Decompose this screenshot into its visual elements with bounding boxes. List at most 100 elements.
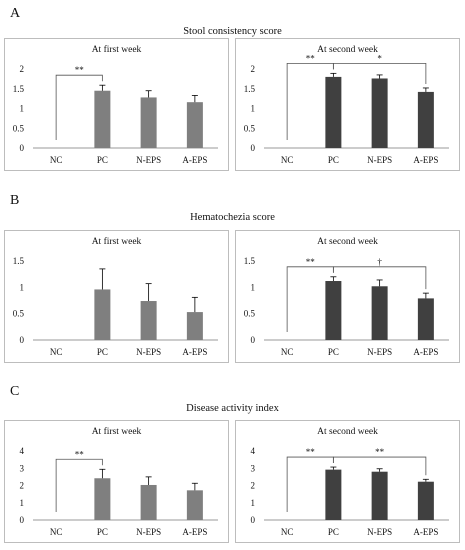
x-tick-label: N-EPS [367, 527, 392, 537]
significance-label: ** [306, 447, 316, 457]
chart-svg: At first week 0 0.5 1 1.5 NC PC N-EPS A-EPS [13, 236, 218, 357]
chart-svg: At first week 0 1 2 3 4 NC PC N-EPS A-EPS ** [20, 426, 218, 537]
chart-svg: At second week 0 0.5 1 1.5 NC PC N-EPS A-EPS ** † [244, 237, 449, 357]
bar [186, 490, 203, 520]
x-tick-label: PC [97, 155, 108, 165]
x-tick-label: NC [281, 155, 294, 165]
y-tick-label: 2 [20, 64, 25, 74]
significance-label: ** [375, 447, 385, 457]
bar [371, 471, 388, 520]
significance-label: ** [75, 65, 85, 75]
chart-title: At second week [317, 427, 378, 437]
y-tick-label: 1 [251, 498, 256, 508]
x-tick-label: N-EPS [136, 527, 161, 537]
x-tick-label: N-EPS [367, 347, 392, 357]
chart-title: At second week [317, 45, 378, 55]
x-tick-label: A-EPS [182, 155, 207, 165]
y-tick-label: 0.5 [244, 123, 256, 133]
x-tick-label: PC [97, 347, 108, 357]
y-tick-label: 2 [251, 64, 256, 74]
chart-b-second-week: At second week 0 0.5 1 1.5 NC PC N-EPS A-EPS ** † [235, 230, 460, 363]
bar [186, 102, 203, 148]
y-tick-label: 0.5 [13, 309, 25, 319]
x-tick-label: NC [50, 155, 63, 165]
y-tick-label: 1.5 [244, 256, 256, 266]
chart-svg: At second week 0 1 2 3 4 NC PC N-EPS A-EPS ** ** [251, 427, 449, 537]
significance-bracket [332, 456, 427, 476]
x-tick-label: NC [281, 347, 294, 357]
y-tick-label: 1 [251, 282, 256, 292]
x-tick-label: A-EPS [413, 527, 438, 537]
significance-bracket [332, 266, 427, 290]
chart-title: At first week [92, 426, 142, 437]
panel-letter-c: C [10, 384, 20, 399]
x-tick-label: A-EPS [413, 155, 438, 165]
panel-letter-b: B [10, 193, 20, 208]
y-tick-label: 1 [20, 104, 25, 114]
x-tick-label: NC [50, 347, 63, 357]
bar [417, 481, 434, 520]
y-tick-label: 1.5 [244, 84, 256, 94]
y-tick-label: 2 [20, 481, 25, 491]
x-tick-label: A-EPS [413, 347, 438, 357]
chart-b-first-week: At first week 0 0.5 1 1.5 NC PC N-EPS A-EPS [4, 230, 229, 363]
x-tick-label: N-EPS [367, 155, 392, 165]
x-tick-label: N-EPS [136, 347, 161, 357]
y-tick-label: 1 [251, 104, 256, 114]
chart-c-first-week: At first week 0 1 2 3 4 NC PC N-EPS A-EPS ** [4, 420, 229, 543]
significance-bracket [55, 74, 103, 140]
panel-letter-a: A [10, 6, 21, 21]
bar [140, 97, 157, 148]
significance-bracket [332, 62, 427, 84]
chart-c-second-week: At second week 0 1 2 3 4 NC PC N-EPS A-EPS ** ** [235, 420, 460, 543]
y-tick-label: 0 [20, 143, 25, 153]
bar [94, 289, 111, 340]
y-tick-label: 0.5 [244, 309, 256, 319]
bar [94, 478, 111, 520]
x-tick-label: NC [281, 527, 294, 537]
bar [94, 90, 111, 148]
y-tick-label: 3 [20, 463, 25, 473]
y-tick-label: 1.5 [13, 256, 25, 266]
bar [417, 298, 434, 340]
chart-svg: At first week 0 0.5 1 1.5 2 NC PC N-EPS A-EPS ** [13, 44, 218, 165]
x-tick-label: PC [328, 527, 339, 537]
y-tick-label: 2 [251, 481, 256, 491]
bar [371, 286, 388, 340]
y-tick-label: 0 [20, 335, 25, 345]
y-tick-label: 0 [20, 515, 25, 525]
significance-label: * [377, 53, 382, 63]
y-tick-label: 0 [251, 335, 256, 345]
x-tick-label: A-EPS [182, 527, 207, 537]
y-tick-label: 1 [20, 498, 25, 508]
significance-label: ** [306, 257, 316, 267]
bar [417, 91, 434, 148]
x-tick-label: NC [50, 527, 63, 537]
y-tick-label: 0 [251, 515, 256, 525]
significance-bracket [55, 458, 103, 512]
bar [325, 469, 342, 520]
x-tick-label: PC [328, 347, 339, 357]
x-tick-label: PC [328, 155, 339, 165]
y-tick-label: 3 [251, 463, 256, 473]
y-tick-label: 0 [251, 143, 256, 153]
bar [325, 281, 342, 340]
chart-title: At second week [317, 237, 378, 247]
chart-a-first-week: At first week 0 0.5 1 1.5 2 NC PC N-EPS A-EPS ** [4, 38, 229, 171]
significance-label: ** [306, 53, 316, 63]
significance-label: ** [75, 449, 85, 459]
y-tick-label: 1.5 [13, 84, 25, 94]
y-tick-label: 0.5 [13, 123, 25, 133]
chart-a-second-week: At second week 0 0.5 1 1.5 2 NC PC N-EPS A-EPS ** * [235, 38, 460, 171]
x-tick-label: N-EPS [136, 155, 161, 165]
y-tick-label: 4 [20, 446, 25, 456]
y-tick-label: 1 [20, 282, 25, 292]
chart-title: At first week [92, 236, 142, 247]
y-tick-label: 4 [251, 446, 256, 456]
bar [325, 76, 342, 148]
panel-title-b: Hematochezia score [190, 212, 275, 223]
x-tick-label: A-EPS [182, 347, 207, 357]
panel-title-a: Stool consistency score [183, 26, 282, 37]
significance-label: † [377, 257, 382, 267]
